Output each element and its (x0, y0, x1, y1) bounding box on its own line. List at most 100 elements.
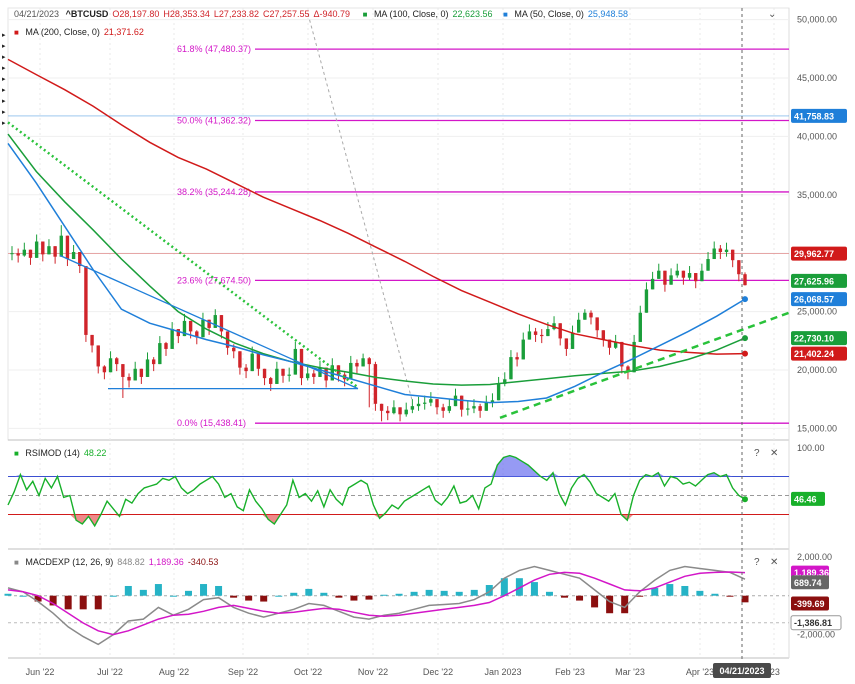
price-candle (145, 359, 150, 377)
x-tick-label: Dec '22 (423, 667, 453, 677)
price-candle (16, 253, 20, 256)
price-candle (607, 339, 612, 348)
legend-close: C27,257.55 (262, 9, 310, 19)
rsi-endpoint (742, 496, 748, 503)
price-candle (423, 402, 427, 404)
price-candle (527, 331, 532, 340)
legend-low: L27,233.82 (213, 9, 259, 19)
macd-histogram-bar (485, 585, 493, 596)
macd-histogram-bar (500, 578, 508, 596)
rsi-overbought-fill (8, 455, 745, 477)
price-candle (398, 407, 402, 415)
ma50-line (7, 142, 746, 404)
macd-histogram-bar (260, 595, 268, 602)
macd-last-label: 1,189.36 (794, 568, 829, 578)
dashed-trendline (307, 13, 413, 401)
macd-histogram-bar (139, 589, 147, 596)
legend-date: 04/21/2023 (14, 9, 60, 19)
macd-histogram-bar (79, 595, 87, 610)
rsi-pane-help-icon[interactable]: ? (754, 448, 760, 459)
macd-histogram-bar (335, 595, 343, 598)
rsi-label: RSIMOD (14) (25, 448, 80, 458)
price-candle (293, 348, 298, 375)
macd-last-badge (791, 575, 829, 590)
price-candle (84, 266, 88, 335)
x-tick-label: Jul '22 (97, 667, 123, 677)
legend-symbol: ^BTCUSD (65, 9, 109, 19)
price-candle (638, 312, 642, 342)
price-candle (256, 353, 261, 369)
price-candle (28, 249, 33, 258)
price-tick-label: 15,000.00 (797, 423, 837, 433)
macd-histogram-bar (741, 595, 749, 603)
macd-v2: 1,189.36 (148, 557, 184, 567)
price-candle (373, 364, 378, 404)
price-candle (613, 341, 618, 348)
rsi-last-badge (791, 491, 825, 506)
macd-histogram-bar (530, 582, 538, 596)
last-value-label: 41,758.83 (794, 111, 834, 121)
macd-v1: 848.82 (117, 557, 145, 567)
x-tick-label: Mar '23 (615, 667, 645, 677)
macd-pane-close-icon[interactable]: ✕ (770, 557, 779, 568)
rsi-oversold-fill (8, 514, 745, 526)
macd-histogram-bar (651, 587, 659, 596)
price-candle (379, 403, 384, 411)
price-candle (34, 241, 39, 258)
price-candle (349, 362, 353, 380)
macd-last-label: -399.69 (794, 599, 825, 609)
price-candle (540, 334, 544, 337)
price-candle (275, 368, 279, 384)
x-tick-label: Aug '22 (159, 667, 189, 677)
x-tick-label: Oct '22 (294, 667, 322, 677)
macd-histogram-bar (94, 595, 102, 610)
price-candle (269, 378, 273, 384)
price-candle (730, 249, 735, 261)
price-candle (367, 358, 371, 365)
price-candle (188, 320, 193, 332)
macd-histogram-bar (154, 584, 162, 596)
macd-histogram-bar (34, 595, 42, 602)
price-candle (244, 367, 248, 372)
macd-histogram-bar (440, 590, 448, 596)
price-candle (281, 368, 285, 376)
ma200-legend: ■ MA (200, Close, 0) 21,371.62 (14, 27, 144, 37)
price-candle (139, 368, 144, 377)
blue-trendline (59, 254, 359, 390)
x-tick-label: '23 (768, 667, 780, 677)
price-candle (232, 347, 236, 352)
legend-ma100-value: 22,623.56 (452, 9, 493, 19)
price-pane-collapse-icon[interactable]: ⌄ (768, 9, 777, 20)
price-candle (65, 235, 70, 260)
x-tick-label: Jan 2023 (484, 667, 521, 677)
last-value-badge (791, 108, 847, 123)
macd-legend: ■ MACDEXP (12, 26, 9) 848.82 1,189.36 -340.… (14, 557, 219, 567)
price-candle (724, 249, 729, 253)
x-tick-label: Feb '23 (555, 667, 585, 677)
legend-ma50-label: MA (50, Close, 0) (514, 9, 584, 19)
price-tick-label: 20,000.00 (797, 365, 837, 375)
price-candle (472, 406, 476, 409)
macd-histogram-bar (621, 595, 629, 614)
macd-pane-help-icon[interactable]: ? (754, 557, 760, 568)
price-candle (503, 379, 507, 384)
price-candle (71, 252, 76, 260)
macd-histogram-bar (515, 578, 523, 596)
price-candle (447, 406, 452, 411)
macd-histogram-bar (350, 595, 358, 601)
drawing-handles-icon[interactable]: ▸ ▸ ▸ ▸ ▸ ▸ ▸ ▸ ▸ (2, 32, 6, 127)
price-candle (176, 329, 181, 337)
rsi-pane-close-icon[interactable]: ✕ (770, 448, 779, 459)
macd-histogram-bar (425, 589, 433, 596)
price-candle (404, 409, 408, 415)
macd-histogram-bar (545, 591, 553, 596)
price-candle (558, 323, 562, 339)
rsi-last-label: 46.46 (794, 494, 817, 504)
macd-histogram-bar (576, 595, 584, 601)
price-candle (10, 253, 14, 255)
price-candle (706, 259, 710, 271)
price-candle (490, 400, 495, 403)
price-candle (546, 329, 550, 337)
